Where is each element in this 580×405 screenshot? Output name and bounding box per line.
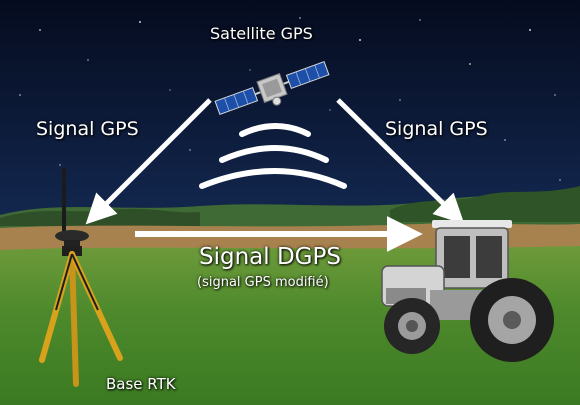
satellite-icon: [214, 60, 330, 116]
signal-gps-label-right: Signal GPS: [385, 118, 488, 140]
base-rtk-label: Base RTK: [106, 375, 176, 393]
stars: [19, 17, 561, 181]
gps-antenna-tripod-icon: [39, 168, 123, 387]
signal-waves-icon: [199, 123, 347, 189]
signal-gps-label-left: Signal GPS: [36, 118, 139, 140]
signal-dgps-label: Signal DGPS: [199, 244, 341, 270]
arrow-satellite-to-tractor: [336, 98, 465, 225]
signal-dgps-sublabel: (signal GPS modifié): [197, 275, 329, 290]
tractor-icon: [381, 220, 554, 362]
satellite-label: Satellite GPS: [210, 24, 313, 43]
arrow-satellite-to-base: [85, 98, 212, 225]
